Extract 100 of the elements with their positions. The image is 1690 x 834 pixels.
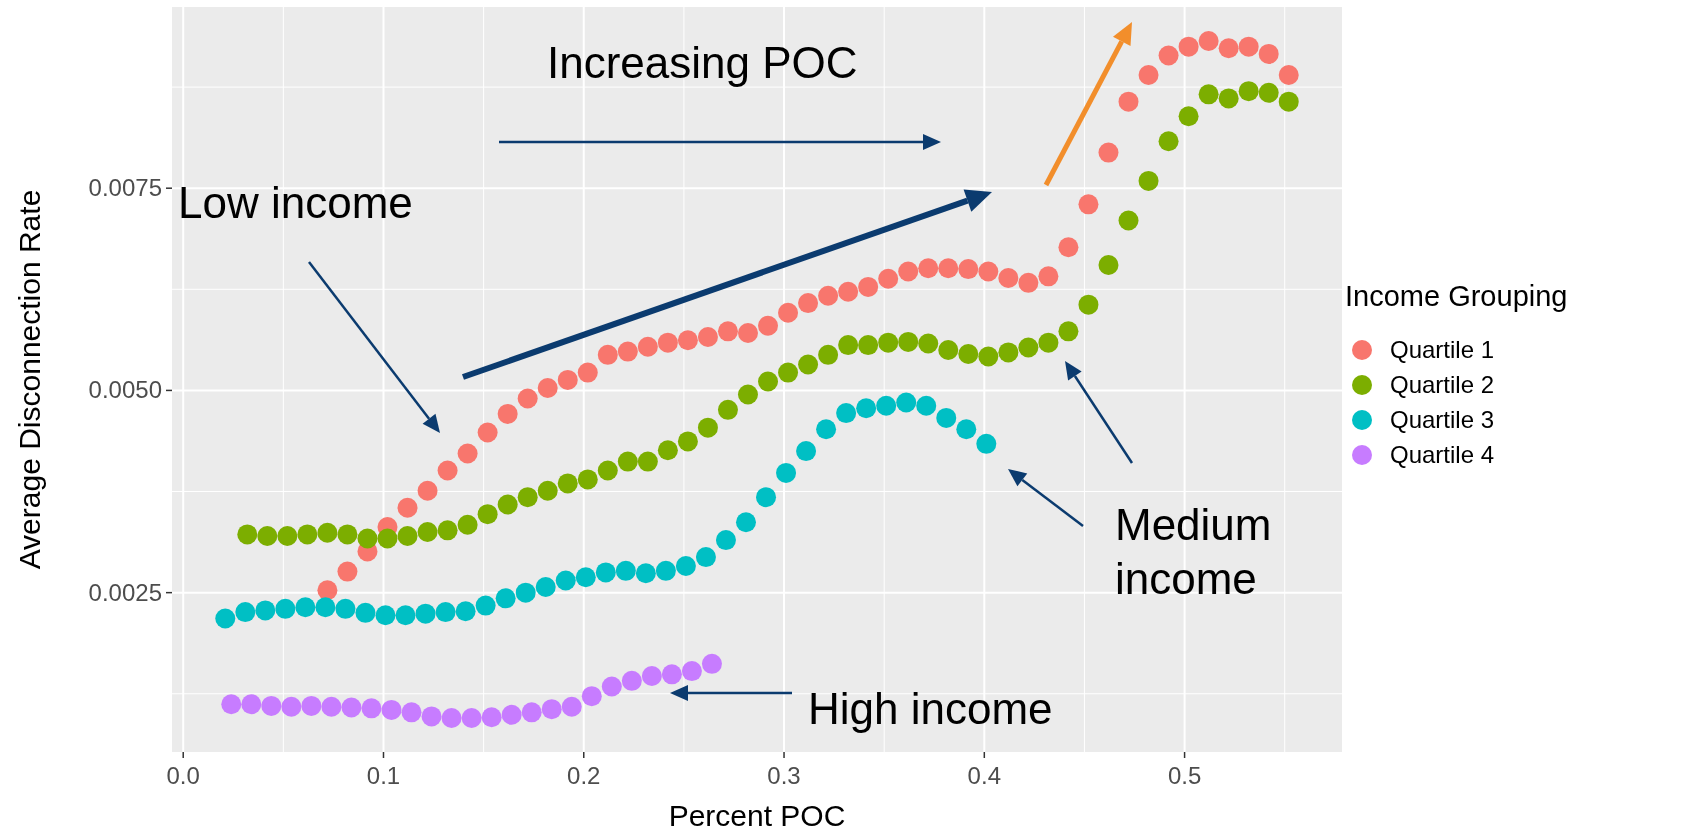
point [918,258,939,279]
point [856,398,877,419]
point [477,504,498,525]
point [1198,30,1219,51]
point [715,530,736,551]
point [401,702,422,723]
point [737,384,758,405]
point [1038,266,1059,287]
point [317,522,338,543]
point [361,698,382,719]
point [517,487,538,508]
point [601,676,622,697]
point [637,336,658,357]
y-tick-label: 0.0075 [88,174,162,202]
point [555,570,576,591]
x-tick-label: 0.5 [1167,762,1202,789]
point [337,524,358,545]
point [1258,43,1279,64]
point [537,480,558,501]
point [497,494,518,515]
point [297,524,318,545]
point [575,567,596,588]
point [695,547,716,568]
point [281,696,302,717]
point [415,603,436,624]
point [1058,237,1079,258]
point [497,403,518,424]
point [1238,81,1259,102]
legend-label: Quartile 1 [1390,336,1495,363]
point [495,588,516,609]
point [657,332,678,353]
point [457,514,478,535]
annotation: Medium income [1115,500,1272,603]
point [235,602,256,623]
point [661,664,682,685]
legend-label: Quartile 4 [1390,441,1495,468]
point [557,369,578,390]
point [577,469,598,490]
point [617,451,638,472]
point [938,339,959,360]
point [255,600,276,621]
y-axis-title: Average Disconnection Rate [13,189,46,570]
point [421,706,442,727]
point [1138,64,1159,85]
y-tick-label: 0.0050 [88,376,162,404]
x-tick-label: 0.4 [967,762,1001,789]
legend-label: Quartile 3 [1390,406,1495,433]
point [758,371,779,392]
annotation: High income [808,684,1053,733]
point [597,460,618,481]
point [537,377,558,398]
point [818,285,839,306]
point [377,528,398,549]
point [295,597,316,618]
point [381,699,402,720]
point [655,560,676,581]
point [1098,142,1119,163]
point [437,460,458,481]
point [677,431,698,452]
point [341,697,362,718]
x-tick-label: 0.2 [567,762,601,789]
point [697,327,718,348]
legend-title: Income Grouping [1345,280,1568,312]
point [798,354,819,375]
x-axis-title: Percent POC [668,799,846,832]
point [735,512,756,533]
point [778,362,799,383]
point [998,342,1019,363]
point [657,440,678,461]
point [681,661,702,682]
point [501,704,522,725]
point [1018,337,1039,358]
point [976,433,997,454]
point [677,330,698,351]
point [816,419,837,440]
point [397,526,418,547]
point [275,598,296,619]
point [615,560,636,581]
point [337,561,358,582]
point [301,695,322,716]
point [717,399,738,420]
point [635,563,656,584]
point [1238,36,1259,57]
annotation: Increasing POC [547,38,858,87]
point [277,526,298,547]
point [577,362,598,383]
point [215,608,236,629]
point [936,407,957,428]
point [621,670,642,691]
point [878,332,899,353]
point [517,388,538,409]
point [355,602,376,623]
point [1058,321,1079,342]
point [617,341,638,362]
point [776,462,797,483]
point [836,403,857,424]
point [1218,38,1239,59]
point [417,521,438,542]
point [717,321,738,342]
point [417,480,438,501]
